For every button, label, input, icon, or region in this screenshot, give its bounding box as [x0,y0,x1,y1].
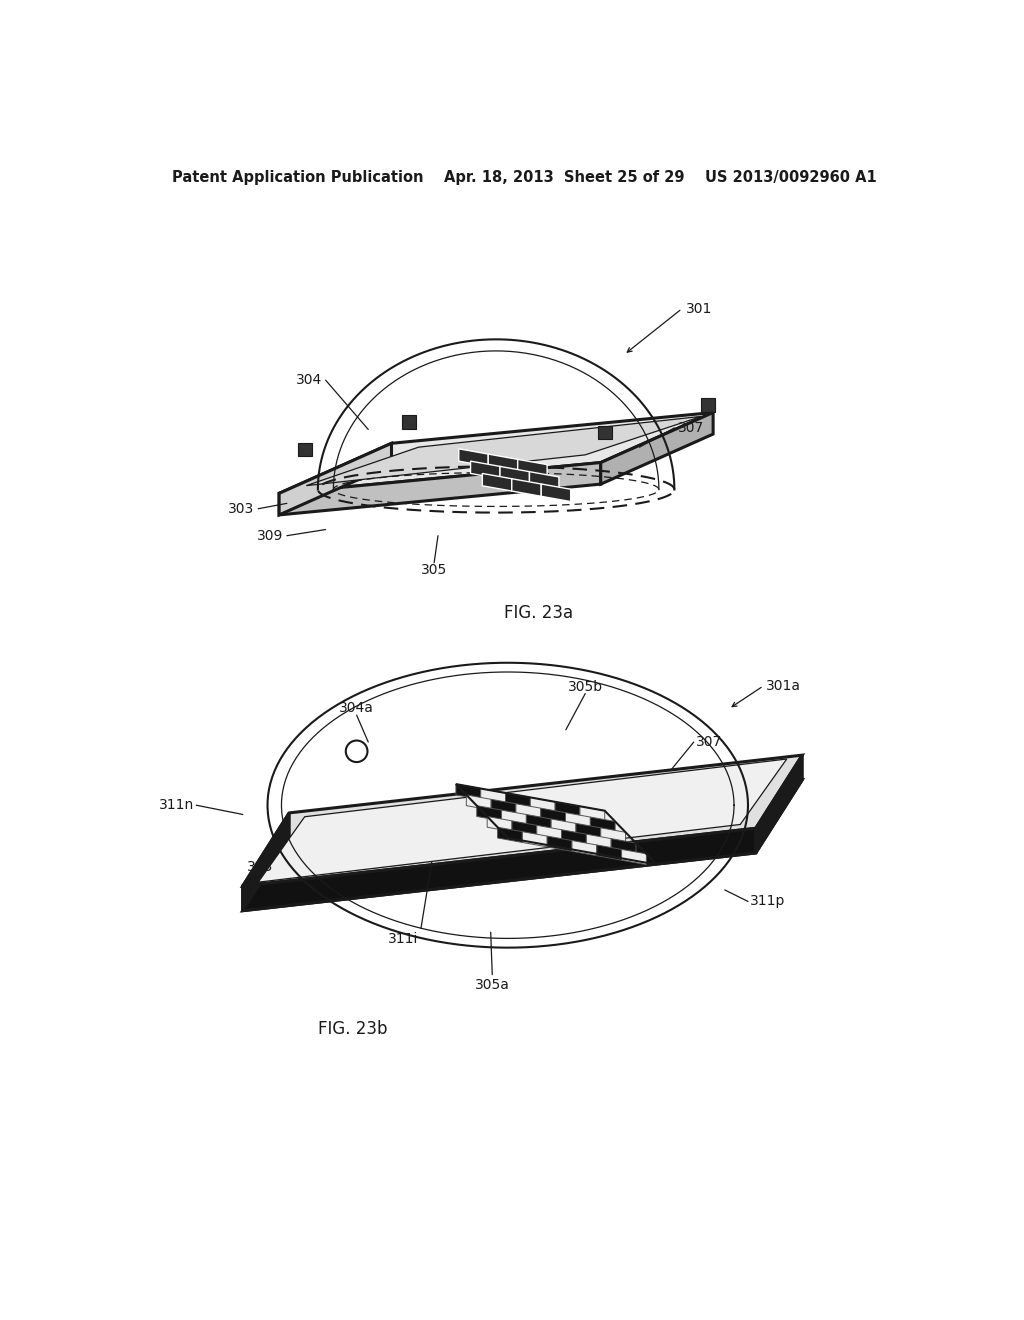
Polygon shape [565,813,590,828]
Polygon shape [580,807,605,821]
Polygon shape [456,784,480,800]
Polygon shape [522,832,547,847]
Text: 311i: 311i [388,932,419,946]
Polygon shape [601,412,713,484]
Text: 305: 305 [421,562,447,577]
Text: 305b: 305b [567,680,603,693]
Polygon shape [506,793,530,808]
Text: 303: 303 [247,859,273,874]
Polygon shape [537,825,561,841]
Text: 303: 303 [228,502,254,516]
Text: FIG. 23a: FIG. 23a [504,603,573,622]
Polygon shape [280,444,391,515]
Polygon shape [280,462,601,515]
Polygon shape [459,449,488,466]
Polygon shape [502,810,526,825]
Polygon shape [498,828,522,842]
Polygon shape [401,414,416,429]
Polygon shape [480,788,506,804]
Polygon shape [601,828,626,843]
Text: 309: 309 [257,529,283,543]
Polygon shape [243,813,289,911]
Polygon shape [529,471,559,490]
Polygon shape [482,474,512,491]
Polygon shape [551,818,575,834]
Polygon shape [466,795,492,810]
Polygon shape [555,801,580,817]
Text: 311p: 311p [751,895,785,908]
Polygon shape [492,800,516,814]
Polygon shape [756,755,802,853]
Polygon shape [611,838,636,854]
Polygon shape [243,829,756,911]
Polygon shape [258,759,786,882]
Text: FIG. 23b: FIG. 23b [318,1019,387,1038]
Text: 304: 304 [296,374,322,387]
Polygon shape [700,397,715,412]
Polygon shape [500,466,529,484]
Polygon shape [516,804,541,818]
Polygon shape [243,780,802,911]
Polygon shape [598,425,612,440]
Polygon shape [547,836,572,851]
Polygon shape [622,849,646,865]
Polygon shape [518,459,547,477]
Text: 301: 301 [686,301,713,315]
Polygon shape [280,412,713,494]
Polygon shape [587,834,611,849]
Polygon shape [471,461,500,479]
Polygon shape [526,814,551,830]
Polygon shape [487,817,512,832]
Polygon shape [298,442,311,457]
Text: 311n: 311n [159,799,194,812]
Polygon shape [512,479,542,496]
Polygon shape [541,808,565,824]
Polygon shape [306,416,701,486]
Polygon shape [590,817,615,833]
Text: Patent Application Publication    Apr. 18, 2013  Sheet 25 of 29    US 2013/00929: Patent Application Publication Apr. 18, … [172,170,878,185]
Polygon shape [575,824,601,838]
Polygon shape [530,797,555,813]
Polygon shape [243,755,802,886]
Polygon shape [512,821,537,836]
Polygon shape [572,841,597,855]
Text: 305a: 305a [475,978,510,993]
Text: 307: 307 [696,735,722,748]
Text: 307: 307 [678,421,705,434]
Polygon shape [597,845,622,861]
Polygon shape [477,805,502,821]
Polygon shape [542,484,570,502]
Text: 304a: 304a [339,701,374,715]
Polygon shape [561,830,587,845]
Text: 301a: 301a [766,678,801,693]
Polygon shape [488,454,518,471]
